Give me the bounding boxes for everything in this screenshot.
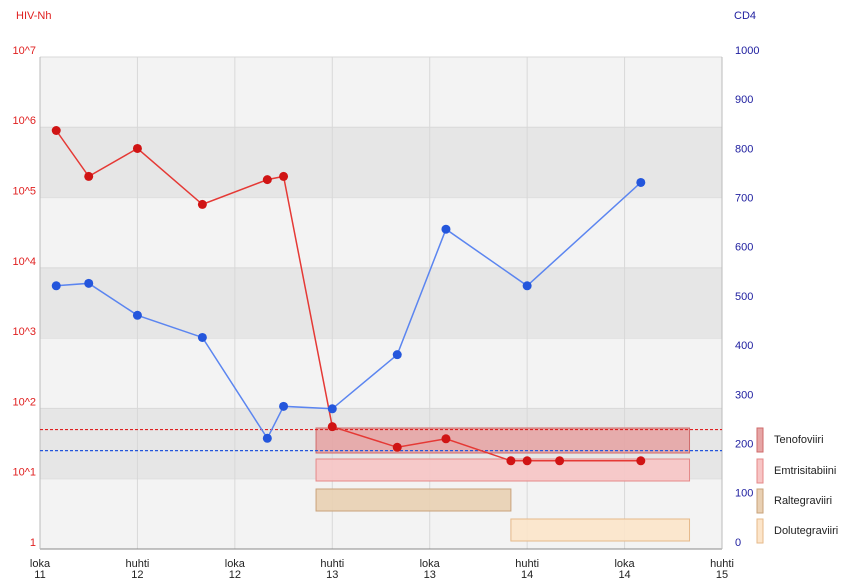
data-point	[132, 310, 142, 320]
x-tick-label: loka 13	[419, 558, 440, 581]
x-tick-label: loka 11	[29, 558, 51, 581]
y-tick-label: 10^5	[12, 185, 36, 197]
data-point	[441, 434, 451, 444]
y-tick-label: 10^6	[12, 115, 36, 127]
x-tick-label: loka 14	[614, 558, 635, 581]
y2-axis-title: CD4	[734, 10, 756, 22]
x-tick-label: huhti 14	[515, 558, 540, 581]
legend-label: Emtrisitabiini	[774, 465, 836, 477]
data-point	[279, 171, 289, 181]
data-point	[392, 442, 402, 452]
data-point	[327, 422, 337, 432]
data-point	[279, 401, 289, 411]
legend-swatch	[756, 518, 764, 544]
data-point	[197, 332, 207, 342]
legend-label: Dolutegraviiri	[774, 525, 838, 537]
legend-swatch	[756, 488, 764, 514]
legend-swatch	[756, 458, 764, 484]
data-point	[197, 199, 207, 209]
y2-tick-label: 0	[735, 537, 741, 549]
y2-tick-label: 600	[735, 242, 753, 254]
drug-bar	[315, 458, 691, 482]
data-point	[84, 171, 94, 181]
y-tick-label: 10^3	[12, 326, 36, 338]
data-point	[262, 433, 272, 443]
drug-bar	[315, 427, 691, 454]
data-point	[506, 456, 516, 466]
grid-band	[40, 267, 722, 339]
y2-tick-label: 200	[735, 439, 753, 451]
y-tick-label: 1	[30, 537, 36, 549]
data-point	[441, 224, 451, 234]
data-point	[51, 281, 61, 291]
drug-bar	[315, 488, 512, 512]
grid-band	[40, 127, 722, 198]
data-point	[522, 456, 532, 466]
y2-tick-label: 800	[735, 143, 753, 155]
drug-bar	[510, 518, 691, 542]
data-point	[132, 143, 142, 153]
legend-label: Raltegraviiri	[774, 495, 832, 507]
data-point	[392, 350, 402, 360]
y2-tick-label: 100	[735, 488, 753, 500]
legend-swatch	[756, 427, 764, 453]
y2-tick-label: 300	[735, 389, 753, 401]
y2-tick-label: 900	[735, 94, 753, 106]
x-tick-label: huhti 15	[710, 558, 734, 581]
data-point	[262, 175, 272, 185]
y-tick-label: 10^4	[12, 256, 36, 268]
legend-label: Tenofoviiri	[774, 434, 824, 446]
y-tick-label: 10^1	[12, 467, 36, 479]
data-point	[636, 177, 646, 187]
x-tick-label: loka 12	[224, 558, 245, 581]
y-tick-label: 10^7	[12, 45, 36, 57]
data-point	[327, 404, 337, 414]
y-axis-title: HIV-Nh	[16, 10, 51, 22]
y2-tick-label: 500	[735, 291, 753, 303]
y2-tick-label: 400	[735, 340, 753, 352]
data-point	[51, 126, 61, 136]
x-tick-label: huhti 13	[320, 558, 345, 581]
y2-tick-label: 700	[735, 193, 753, 205]
y2-tick-label: 1000	[735, 45, 759, 57]
x-tick-label: huhti 12	[125, 558, 150, 581]
data-point	[84, 278, 94, 288]
data-point	[636, 456, 646, 466]
data-point	[522, 281, 532, 291]
y-tick-label: 10^2	[12, 396, 36, 408]
data-point	[555, 456, 565, 466]
